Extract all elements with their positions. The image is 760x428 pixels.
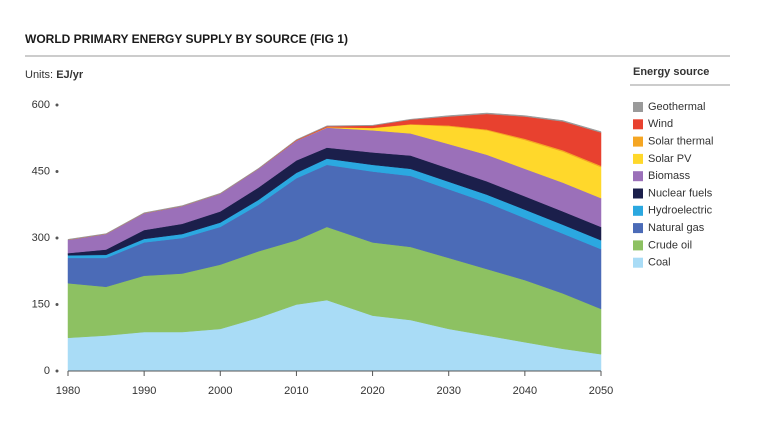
legend-label: Geothermal (648, 101, 705, 113)
legend-label: Natural gas (648, 222, 705, 234)
units: Units: EJ/yr (25, 69, 84, 81)
y-tick (55, 236, 59, 240)
legend-label: Solar thermal (648, 136, 713, 148)
legend-label: Biomass (648, 170, 691, 182)
y-tick (55, 303, 59, 306)
legend-swatch (633, 119, 643, 130)
legend-swatch (633, 102, 643, 112)
y-tick (55, 369, 59, 373)
legend-swatch (633, 188, 643, 199)
legend-title: Energy source (633, 66, 709, 78)
units-prefix: Units: (25, 69, 53, 81)
chart-title: WORLD PRIMARY ENERGY SUPPLY BY SOURCE (F… (25, 32, 348, 46)
y-tick (55, 170, 59, 173)
legend-swatch (633, 205, 643, 216)
x-tick-label: 2040 (513, 385, 537, 397)
x-tick-label: 2010 (284, 385, 308, 397)
legend-label: Hydroelectric (648, 205, 713, 217)
x-tick-label: 2000 (208, 385, 232, 397)
legend-label: Coal (648, 257, 671, 269)
area (67, 112, 602, 241)
units-value: EJ/yr (56, 69, 84, 81)
legend-swatch (633, 240, 643, 251)
legend-label: Solar PV (648, 153, 692, 165)
x-tick-label: 2050 (589, 385, 613, 397)
y-tick (55, 103, 59, 107)
legend-swatch (633, 136, 643, 147)
legend-label: Wind (648, 118, 673, 130)
legend-label: Nuclear fuels (648, 187, 713, 199)
legend-swatch (633, 153, 643, 164)
x-tick-label: 2030 (436, 385, 460, 397)
x-tick-label: 2020 (360, 385, 384, 397)
y-tick-label: 300 (32, 232, 50, 244)
legend-swatch (633, 257, 643, 268)
legend-label: Crude oil (648, 239, 692, 251)
y-tick-label: 0 (44, 365, 50, 377)
x-tick-label: 1980 (56, 385, 80, 397)
legend-swatch (633, 223, 643, 234)
legend-swatch (633, 171, 643, 182)
y-tick-label: 450 (32, 165, 50, 177)
x-tick-label: 1990 (132, 385, 156, 397)
y-tick-label: 150 (32, 298, 50, 310)
y-tick-label: 600 (32, 99, 50, 111)
